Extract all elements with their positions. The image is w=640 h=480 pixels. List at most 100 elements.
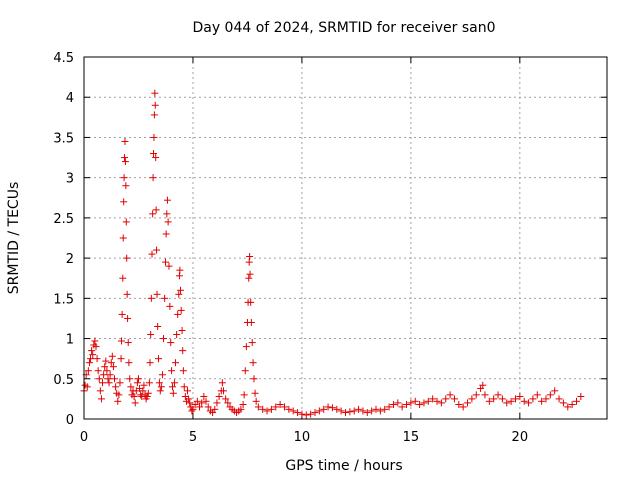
data-point <box>442 395 450 403</box>
data-point <box>246 270 254 278</box>
data-point <box>211 405 219 413</box>
data-point <box>437 399 445 407</box>
data-point <box>398 403 406 411</box>
data-point <box>185 395 193 403</box>
data-point <box>170 379 178 387</box>
data-point <box>105 379 113 387</box>
data-point <box>149 174 157 182</box>
data-point <box>130 392 138 400</box>
x-tick-label: 0 <box>80 430 88 445</box>
data-point <box>251 389 259 397</box>
data-point <box>117 355 125 363</box>
data-point <box>89 351 97 359</box>
data-point <box>359 407 367 415</box>
data-point <box>289 407 297 415</box>
data-point <box>546 391 554 399</box>
data-point <box>124 339 132 347</box>
data-point <box>503 399 511 407</box>
y-tick-label: 4 <box>66 91 74 106</box>
data-point <box>84 367 92 375</box>
data-point <box>155 355 163 363</box>
data-point <box>179 347 187 355</box>
data-point <box>302 411 310 419</box>
data-point <box>485 397 493 405</box>
data-point <box>389 401 397 409</box>
x-tick-label: 10 <box>294 430 311 445</box>
data-point <box>101 363 109 371</box>
data-point <box>134 375 142 383</box>
data-point <box>143 392 151 400</box>
data-point <box>139 387 147 395</box>
data-point <box>385 403 393 411</box>
data-point <box>176 266 184 274</box>
data-point <box>189 405 197 413</box>
data-point <box>116 379 124 387</box>
data-point <box>118 310 126 318</box>
data-point <box>333 405 341 413</box>
data-point <box>381 405 389 413</box>
data-point <box>151 89 159 97</box>
data-point <box>106 371 114 379</box>
data-point <box>180 383 188 391</box>
data-point <box>87 355 95 363</box>
data-point <box>342 409 349 417</box>
data-point <box>195 403 203 411</box>
data-point <box>239 401 247 409</box>
data-point <box>177 306 185 314</box>
data-point <box>245 274 253 282</box>
data-point <box>516 392 524 400</box>
data-point <box>429 395 437 403</box>
data-point <box>158 371 166 379</box>
data-point <box>272 403 280 411</box>
data-points <box>80 89 585 419</box>
data-point <box>394 399 402 407</box>
data-point <box>148 250 156 258</box>
data-point <box>200 392 208 400</box>
data-point <box>572 397 580 405</box>
data-point <box>184 387 192 395</box>
data-point <box>112 383 120 391</box>
data-point <box>249 359 257 367</box>
data-point <box>151 101 159 109</box>
data-point <box>166 302 174 310</box>
data-point <box>324 403 332 411</box>
data-point <box>240 391 248 399</box>
data-point <box>140 381 148 389</box>
data-point <box>315 407 323 415</box>
data-point <box>446 391 454 399</box>
y-tick-label: 1.5 <box>53 292 74 307</box>
data-point <box>507 397 515 405</box>
data-point <box>165 262 173 270</box>
data-point <box>350 407 358 415</box>
data-point <box>204 403 212 411</box>
data-point <box>179 367 187 375</box>
data-point <box>152 206 160 214</box>
data-point <box>107 359 115 367</box>
data-point <box>241 367 249 375</box>
data-point <box>88 347 96 355</box>
data-point <box>263 407 271 415</box>
y-tick-label: 1 <box>66 333 74 348</box>
data-point <box>153 246 161 254</box>
data-point <box>144 389 152 397</box>
data-point <box>163 210 171 218</box>
x-tick-label: 5 <box>189 430 197 445</box>
data-point <box>559 399 567 407</box>
data-point <box>494 391 502 399</box>
data-point <box>213 399 221 407</box>
data-point <box>376 407 384 415</box>
data-point <box>285 405 293 413</box>
y-tick-label: 3 <box>66 172 74 187</box>
data-point <box>108 352 116 360</box>
data-point <box>103 367 111 375</box>
data-point <box>175 290 183 298</box>
data-point <box>168 383 176 391</box>
data-point <box>363 409 371 417</box>
data-point <box>407 399 415 407</box>
data-point <box>119 234 127 242</box>
data-point <box>91 337 99 345</box>
data-point <box>120 198 128 206</box>
data-point <box>147 294 155 302</box>
data-point <box>97 395 105 403</box>
